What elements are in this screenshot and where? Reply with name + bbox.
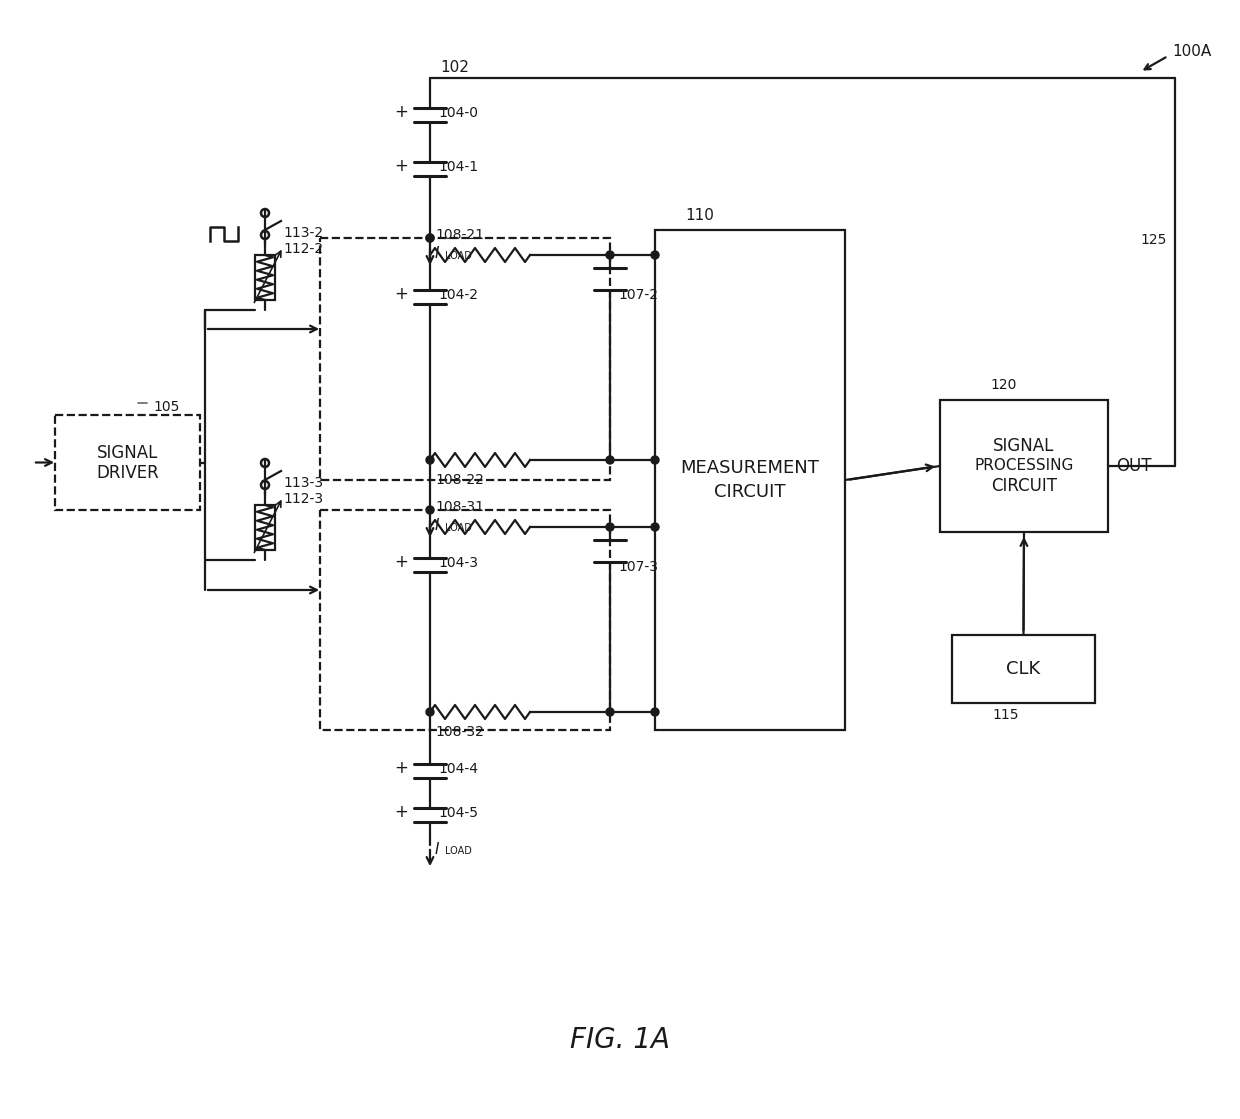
Bar (255, 255, 275, 300)
Circle shape (651, 523, 658, 532)
Text: 110: 110 (684, 207, 714, 223)
Text: 113-3: 113-3 (283, 476, 324, 490)
Circle shape (651, 708, 658, 716)
Text: DRIVER: DRIVER (97, 463, 159, 481)
Circle shape (606, 523, 614, 532)
Text: 104-3: 104-3 (438, 556, 477, 570)
Text: LOAD: LOAD (445, 523, 472, 533)
Text: +: + (394, 759, 408, 777)
Text: PROCESSING: PROCESSING (975, 459, 1074, 473)
Bar (655, 231, 844, 730)
Text: 113-2: 113-2 (283, 226, 324, 239)
Text: CIRCUIT: CIRCUIT (714, 483, 786, 501)
Text: 125: 125 (1141, 233, 1167, 247)
Circle shape (427, 234, 434, 242)
Text: +: + (394, 157, 408, 175)
Text: LOAD: LOAD (445, 846, 472, 856)
Circle shape (651, 251, 658, 258)
Text: 112-2: 112-2 (283, 242, 324, 256)
Text: 104-2: 104-2 (438, 288, 477, 302)
Circle shape (606, 251, 614, 258)
Text: FIG. 1A: FIG. 1A (570, 1026, 670, 1054)
Text: 108-22: 108-22 (435, 473, 485, 487)
Text: +: + (394, 285, 408, 303)
Bar (55, 415, 200, 510)
Text: 120: 120 (990, 378, 1017, 392)
Text: 104-1: 104-1 (438, 160, 479, 173)
Circle shape (651, 457, 658, 464)
Text: 107-2: 107-2 (618, 288, 658, 302)
Text: I: I (435, 518, 439, 534)
Text: 104-0: 104-0 (438, 106, 477, 120)
Bar (320, 238, 610, 480)
Text: 104-5: 104-5 (438, 806, 477, 820)
Text: CLK: CLK (1007, 660, 1040, 678)
Bar (952, 634, 1095, 703)
Text: 108-31: 108-31 (435, 500, 485, 514)
Text: SIGNAL: SIGNAL (97, 443, 159, 461)
Text: I: I (435, 246, 439, 262)
Text: +: + (394, 103, 408, 121)
Text: +: + (394, 553, 408, 571)
Circle shape (606, 708, 614, 716)
Text: LOAD: LOAD (445, 251, 472, 261)
Text: 115: 115 (992, 708, 1018, 722)
Text: 104-4: 104-4 (438, 762, 477, 775)
Text: 112-3: 112-3 (283, 492, 324, 506)
Text: +: + (394, 803, 408, 821)
Bar (255, 505, 275, 551)
Text: OUT: OUT (1116, 457, 1152, 474)
Text: 102: 102 (440, 60, 469, 75)
Circle shape (427, 457, 434, 464)
Text: 107-3: 107-3 (618, 560, 658, 574)
Text: 100A: 100A (1172, 45, 1211, 59)
Text: CIRCUIT: CIRCUIT (991, 477, 1056, 495)
Text: 108-21: 108-21 (435, 228, 485, 242)
Circle shape (427, 708, 434, 716)
Bar (940, 399, 1109, 532)
Text: SIGNAL: SIGNAL (993, 438, 1055, 455)
Text: I: I (435, 841, 439, 856)
Bar (320, 510, 610, 730)
Circle shape (427, 234, 434, 242)
Text: MEASUREMENT: MEASUREMENT (681, 459, 820, 477)
Text: 105: 105 (153, 399, 180, 414)
Text: 108-32: 108-32 (435, 725, 485, 739)
Circle shape (606, 457, 614, 464)
Circle shape (427, 506, 434, 514)
